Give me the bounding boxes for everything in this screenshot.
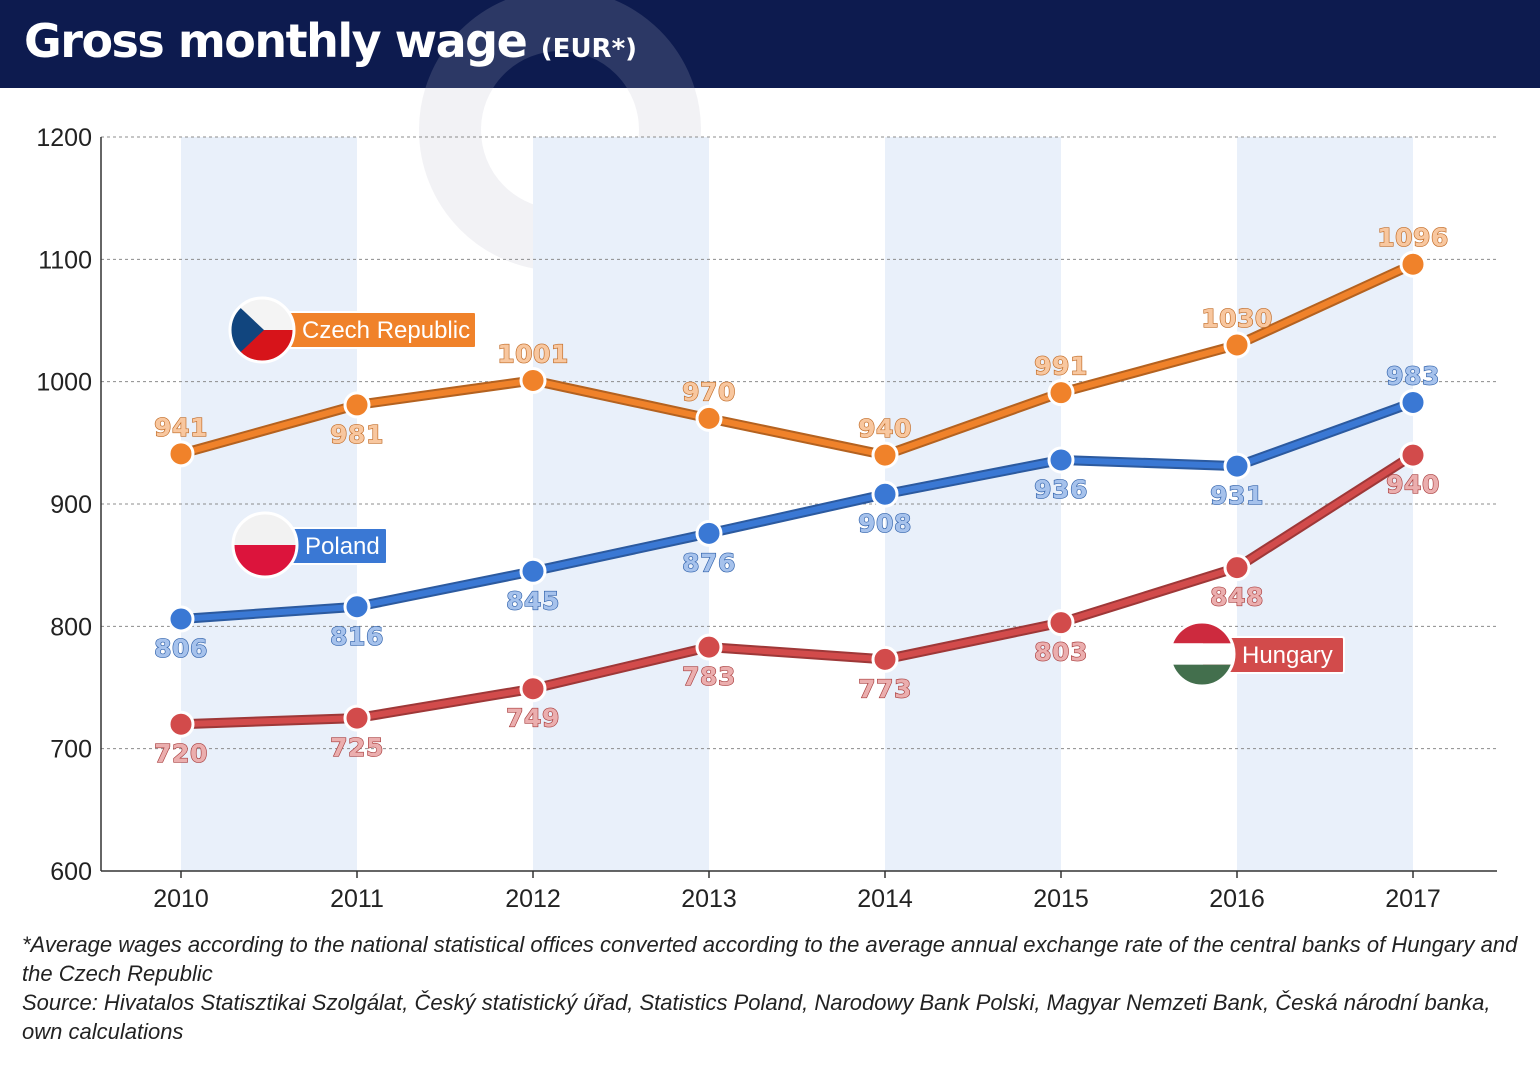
x-tick-label: 2013 bbox=[681, 885, 737, 913]
y-axis: 600 700 800 900 1000 1100 1200 bbox=[36, 124, 1497, 886]
data-point-poland bbox=[1223, 452, 1251, 480]
data-point-hungary bbox=[1223, 554, 1251, 582]
data-point-czech-republic bbox=[1399, 250, 1427, 278]
data-label-hungary: 720 bbox=[154, 739, 208, 768]
x-tick-label: 2012 bbox=[505, 885, 561, 913]
legend-label-hungary: Hungary bbox=[1242, 642, 1333, 669]
data-point-hungary bbox=[519, 675, 547, 703]
data-label-hungary: 773 bbox=[858, 674, 912, 703]
footnote-source: Source: Hivatalos Statisztikai Szolgálat… bbox=[22, 990, 1491, 1044]
y-tick-label: 700 bbox=[50, 736, 92, 764]
data-label-czech-republic: 1030 bbox=[1201, 304, 1273, 333]
data-labels: 941 981 1001 970 940 991 1030 1096 806 816 845 876 9… bbox=[154, 223, 1449, 769]
data-label-poland: 983 bbox=[1386, 361, 1440, 390]
data-point-czech-republic bbox=[343, 391, 371, 419]
y-tick-label: 800 bbox=[50, 613, 92, 641]
data-label-poland: 806 bbox=[154, 634, 208, 663]
data-point-poland bbox=[695, 519, 723, 547]
data-point-czech-republic bbox=[1223, 331, 1251, 359]
czech-flag-icon bbox=[228, 296, 296, 364]
legend-item-hungary: Hungary bbox=[1168, 620, 1345, 688]
data-label-hungary: 848 bbox=[1210, 583, 1264, 612]
data-label-hungary: 803 bbox=[1034, 638, 1088, 667]
legend-label-czech-republic: Czech Republic bbox=[302, 317, 470, 344]
y-tick-label: 600 bbox=[50, 858, 92, 886]
page-title: Gross monthly wage (EUR*) bbox=[24, 14, 637, 68]
data-label-czech-republic: 941 bbox=[154, 413, 208, 442]
data-point-hungary bbox=[1047, 609, 1075, 637]
data-label-czech-republic: 970 bbox=[682, 377, 736, 406]
legend-label-poland: Poland bbox=[305, 533, 380, 560]
x-tick-label: 2016 bbox=[1209, 885, 1265, 913]
x-tick-label: 2015 bbox=[1033, 885, 1089, 913]
data-label-poland: 931 bbox=[1210, 481, 1264, 510]
watermark-logo-icon bbox=[425, 0, 695, 88]
data-label-hungary: 725 bbox=[330, 733, 384, 762]
data-point-poland bbox=[519, 557, 547, 585]
x-tick-label: 2010 bbox=[153, 885, 209, 913]
polish-flag-icon bbox=[231, 511, 299, 579]
footnote-note: *Average wages according to the national… bbox=[22, 932, 1518, 986]
series-line-czech-republic bbox=[178, 261, 1416, 459]
data-label-czech-republic: 1096 bbox=[1377, 223, 1449, 252]
data-point-hungary bbox=[1399, 441, 1427, 469]
data-point-czech-republic bbox=[519, 366, 547, 394]
data-label-hungary: 749 bbox=[506, 704, 560, 733]
data-label-poland: 816 bbox=[330, 622, 384, 651]
data-point-poland bbox=[871, 480, 899, 508]
data-point-poland bbox=[1047, 446, 1075, 474]
data-point-poland bbox=[1399, 388, 1427, 416]
legend-item-czech-republic: Czech Republic bbox=[228, 296, 477, 364]
data-point-poland bbox=[343, 593, 371, 621]
x-axis: 2010 2011 2012 2013 2014 2015 2016 2017 bbox=[153, 871, 1441, 913]
data-label-czech-republic: 1001 bbox=[497, 339, 569, 368]
data-label-hungary: 783 bbox=[682, 662, 736, 691]
y-tick-label: 1200 bbox=[36, 124, 92, 152]
series-line-poland bbox=[178, 399, 1416, 622]
title-text: Gross monthly wage bbox=[24, 14, 528, 68]
data-label-poland: 845 bbox=[506, 586, 560, 615]
data-point-czech-republic bbox=[167, 440, 195, 468]
data-label-hungary: 940 bbox=[1386, 470, 1440, 499]
data-point-hungary bbox=[871, 645, 899, 673]
x-tick-label: 2017 bbox=[1385, 885, 1441, 913]
series-lines bbox=[167, 250, 1427, 738]
title-unit: (EUR*) bbox=[540, 34, 638, 64]
data-point-czech-republic bbox=[1047, 379, 1075, 407]
x-tick-label: 2014 bbox=[857, 885, 913, 913]
y-tick-label: 1000 bbox=[36, 369, 92, 397]
hungarian-flag-icon bbox=[1168, 620, 1236, 688]
series-line-hungary bbox=[178, 452, 1416, 728]
data-point-czech-republic bbox=[695, 404, 723, 432]
legend: Czech Republic Poland Hungary bbox=[228, 296, 1345, 688]
data-label-poland: 908 bbox=[858, 509, 912, 538]
y-tick-label: 1100 bbox=[38, 246, 92, 274]
data-point-poland bbox=[167, 605, 195, 633]
header-bar: Gross monthly wage (EUR*) bbox=[0, 0, 1540, 88]
data-point-hungary bbox=[167, 710, 195, 738]
data-label-czech-republic: 991 bbox=[1034, 352, 1088, 381]
data-point-czech-republic bbox=[871, 441, 899, 469]
y-tick-label: 900 bbox=[50, 491, 92, 519]
data-label-poland: 876 bbox=[682, 548, 736, 577]
x-tick-label: 2011 bbox=[330, 885, 384, 913]
data-label-czech-republic: 940 bbox=[858, 414, 912, 443]
gridlines bbox=[101, 136, 1497, 750]
data-label-poland: 936 bbox=[1034, 475, 1088, 504]
data-label-czech-republic: 981 bbox=[330, 420, 384, 449]
data-point-hungary bbox=[343, 704, 371, 732]
data-point-hungary bbox=[695, 633, 723, 661]
footnote: *Average wages according to the national… bbox=[22, 930, 1522, 1046]
